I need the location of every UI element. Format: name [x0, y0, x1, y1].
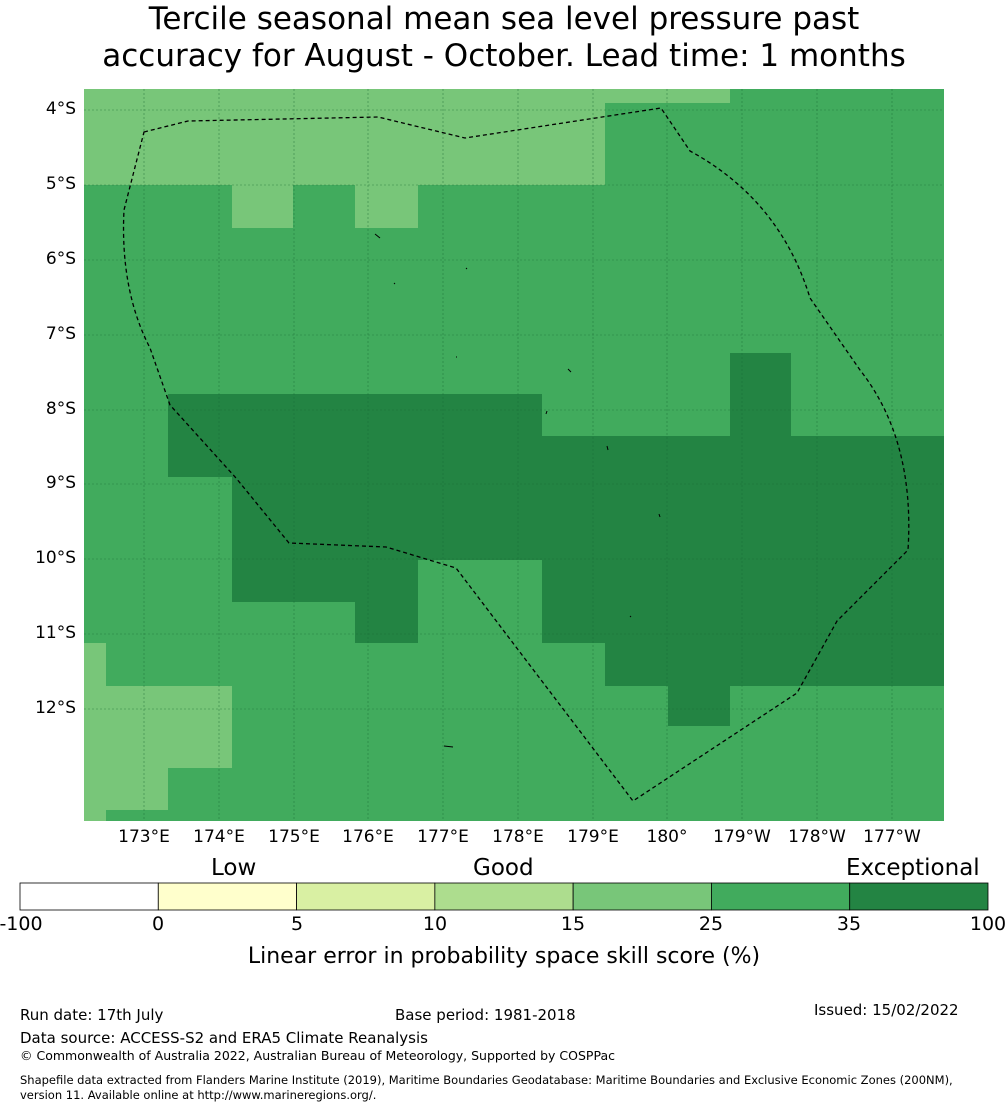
lon-label: 177°W	[863, 827, 921, 847]
lon-label: 179°W	[713, 827, 771, 847]
title-line-2: accuracy for August - October. Lead time…	[102, 38, 906, 74]
colorbar-label: Linear error in probability space skill …	[247, 944, 761, 969]
lon-label: 180°	[646, 827, 688, 847]
colorbar-tick: 15	[560, 913, 586, 935]
title-line-1: Tercile seasonal mean sea level pressure…	[148, 1, 860, 37]
data-source: Data source: ACCESS-S2 and ERA5 Climate …	[20, 1029, 428, 1047]
colorbar-tick: 100	[969, 913, 1007, 935]
lat-label: 10°S	[35, 548, 76, 568]
colorbar-tick: 35	[836, 913, 862, 935]
shapefile-credit-1: Shapefile data extracted from Flanders M…	[20, 1073, 953, 1087]
colorbar-segment	[849, 882, 989, 911]
colorbar	[19, 882, 989, 911]
colorbar-tick: 10	[422, 913, 448, 935]
lon-label: 178°E	[492, 827, 544, 847]
lat-label: 8°S	[45, 399, 76, 419]
issued-date: Issued: 15/02/2022	[814, 1001, 959, 1019]
eez-boundary	[122, 107, 910, 802]
colorbar-segment	[572, 882, 712, 911]
lat-label: 11°S	[35, 623, 76, 643]
base-period: Base period: 1981-2018	[395, 1006, 576, 1024]
lon-label: 173°E	[118, 827, 170, 847]
shapefile-credit-2: version 11. Available online at http://w…	[20, 1088, 377, 1102]
lat-label: 5°S	[45, 174, 76, 194]
colorbar-segment	[19, 882, 159, 911]
colorbar-segment	[296, 882, 436, 911]
category-good: Good	[473, 855, 534, 881]
colorbar-tick: 0	[151, 913, 165, 935]
category-low: Low	[211, 855, 257, 881]
colorbar-tick: -100	[0, 913, 43, 935]
lon-label: 175°E	[268, 827, 320, 847]
copyright: © Commonwealth of Australia 2022, Austra…	[20, 1048, 615, 1063]
colorbar-tick: 5	[290, 913, 304, 935]
lat-label: 7°S	[45, 324, 76, 344]
colorbar-segment	[434, 882, 574, 911]
colorbar-segment	[711, 882, 851, 911]
colorbar-tick: 25	[698, 913, 724, 935]
dark-green-cells	[168, 353, 944, 726]
map-gridlines	[84, 89, 944, 821]
lon-label: 177°E	[417, 827, 469, 847]
lat-label: 6°S	[45, 249, 76, 269]
lon-label: 176°E	[342, 827, 394, 847]
lat-label: 12°S	[35, 698, 76, 718]
lat-label: 4°S	[45, 99, 76, 119]
category-exceptional: Exceptional	[846, 855, 980, 881]
island-outlines	[374, 233, 661, 748]
lon-label: 179°E	[567, 827, 619, 847]
lon-label: 178°W	[788, 827, 846, 847]
lon-label: 174°E	[193, 827, 245, 847]
run-date: Run date: 17th July	[20, 1006, 164, 1024]
lat-label: 9°S	[45, 473, 76, 493]
colorbar-segment	[157, 882, 297, 911]
